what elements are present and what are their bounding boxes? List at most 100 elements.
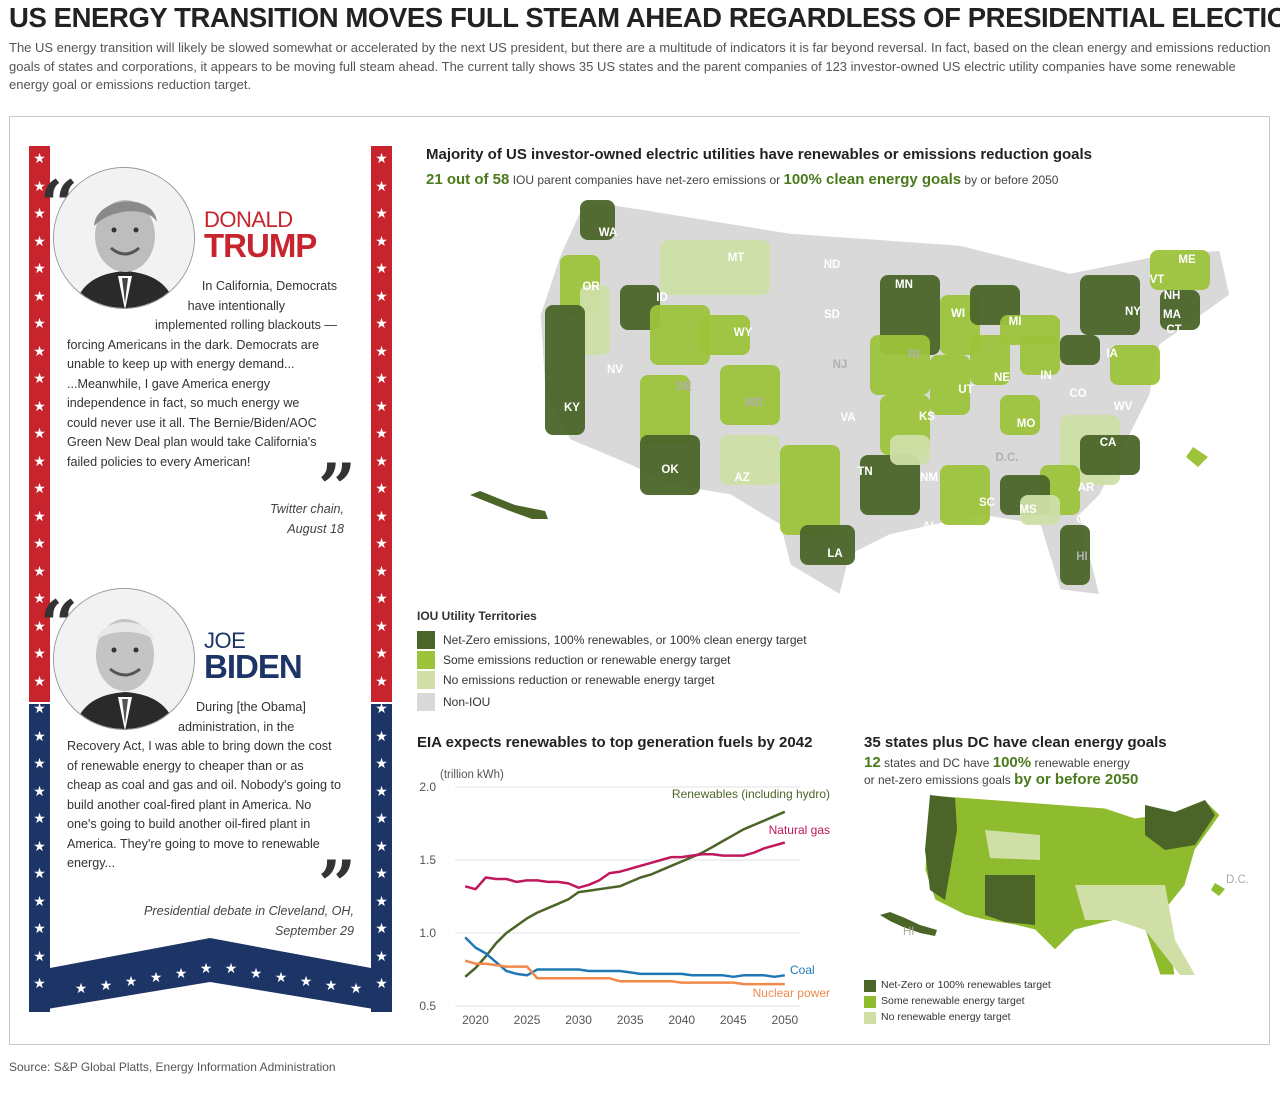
star-icon: ★ — [224, 960, 238, 976]
star-icon: ★ — [375, 480, 388, 496]
star-icon: ★ — [33, 782, 46, 799]
subtitle-emphasis: 100% clean energy goals — [783, 171, 962, 188]
star-icon: ★ — [375, 975, 388, 991]
star-icon: ★ — [375, 892, 388, 909]
state-label: CT — [1166, 324, 1181, 336]
states-panel-subtitle-2: or net-zero emissions goals by or before… — [864, 771, 1138, 788]
state-label: MA — [1163, 309, 1181, 321]
legend-swatch — [417, 671, 435, 689]
flag-banner: ★ ★ ★ ★ ★ ★ ★ ★ ★ ★ ★ ★ ★ ★ ★ ★ ★ ★ ★ ★ ★ ★ ★ ★ ★ ★ ★ ★ ★ ★ ★ ★ ★ ★ ★ ★ ★ ★ ★ ★… — [29, 146, 392, 1012]
quote-line: one's going to build another oil-fired p… — [67, 817, 311, 831]
iou-utility-map: WA MT ND MN ME OR ID SD WI NY VT NH MI MA WY CT RI IA PA NJ… — [460, 195, 1231, 597]
utility-territory-patch — [650, 305, 710, 365]
legend-label: Net-Zero or 100% renewables target — [881, 979, 1051, 991]
net-zero-states-west — [925, 795, 957, 900]
state-label: IA — [1106, 348, 1118, 360]
states-panel-title: 35 states plus DC have clean energy goal… — [864, 734, 1167, 751]
state-label: NJ — [833, 359, 848, 371]
utility-territory-patches — [545, 200, 1210, 585]
state-label: RI — [908, 349, 920, 361]
star-icon: ★ — [375, 397, 388, 414]
no-target-states-southeast — [1075, 885, 1195, 975]
star-icon: ★ — [174, 965, 188, 981]
state-label: WV — [1114, 401, 1133, 413]
biden-portrait — [53, 588, 195, 730]
state-label: UT — [958, 384, 973, 396]
state-label: FL — [460, 195, 467, 198]
star-icon: ★ — [33, 562, 46, 579]
trump-portrait — [53, 167, 195, 309]
star-icon: ★ — [375, 535, 388, 551]
net-zero-states-southwest — [985, 875, 1035, 925]
quote-line: In California, Democrats — [201, 279, 337, 293]
utility-territory-patch — [890, 435, 930, 465]
quote-line: ...Meanwhile, I gave America energy — [67, 376, 271, 391]
series-line — [464, 936, 785, 979]
biden-last-name: BIDEN — [204, 648, 303, 685]
chart-title: EIA expects renewables to top generation… — [417, 734, 813, 751]
subtitle-text: or net-zero emissions goals — [864, 773, 1015, 787]
biden-quote-lines-top: During [the Obama] administration, in th… — [67, 698, 342, 874]
biden-source-line: Presidential debate in Cleveland, OH, — [143, 904, 354, 918]
utility-territory-patch — [1080, 275, 1140, 335]
series-line — [464, 841, 786, 891]
quote-line: failed policies to every American! — [67, 454, 251, 469]
state-label: OH — [1169, 377, 1186, 389]
legend-label: No emissions reduction or renewable ener… — [443, 673, 715, 687]
quote-line: unable to keep up with energy demand... — [67, 357, 295, 371]
state-labels: WA MT ND MN ME OR ID SD WI NY VT NH MI MA WY CT RI IA PA NJ… — [460, 195, 1196, 563]
utility-territory-patch — [640, 435, 700, 495]
star-icon: ★ — [33, 150, 46, 166]
star-icon: ★ — [33, 947, 46, 964]
state-label: MD — [745, 397, 763, 409]
utility-territory-patch — [660, 240, 770, 295]
star-icon: ★ — [33, 370, 46, 386]
utility-territory-patch — [940, 465, 990, 525]
quote-line: implemented rolling blackouts — — [155, 318, 337, 332]
star-icon: ★ — [33, 975, 46, 991]
trump-source-line: August 18 — [287, 521, 344, 536]
state-label: TN — [857, 466, 872, 478]
star-icon: ★ — [74, 980, 88, 996]
star-icon: ★ — [99, 977, 113, 993]
hawaii-shape — [880, 912, 937, 936]
star-icon: ★ — [33, 287, 46, 304]
trump-first-name: DONALD — [204, 207, 293, 232]
state-label: IL — [1174, 389, 1184, 401]
close-quote-icon: ” — [318, 846, 356, 924]
x-tick-label: 2020 — [462, 1013, 489, 1027]
subtitle-emphasis: 21 out of 58 — [426, 171, 510, 188]
banner-tail — [29, 918, 392, 1012]
series-label: Natural gas — [769, 823, 830, 837]
subtitle-text: IOU parent companies have net-zero emiss… — [509, 173, 784, 187]
state-label: MS — [1019, 504, 1037, 516]
star-icon: ★ — [33, 920, 46, 936]
state-label: KY — [564, 402, 580, 414]
infographic-frame — [9, 116, 1270, 1045]
star-icon: ★ — [199, 960, 213, 976]
subtitle-text: by or before 2050 — [961, 173, 1059, 187]
state-label: VA — [840, 412, 855, 424]
trump-quote-lines-top: In California, Democrats have intentiona… — [67, 277, 337, 336]
star-icon: ★ — [375, 590, 388, 606]
star-icon: ★ — [375, 782, 388, 799]
state-label: NY — [1125, 306, 1141, 318]
states-panel-subtitle-1: 12 states and DC have 100% renewable ene… — [864, 754, 1130, 771]
utility-territory-patch — [580, 200, 615, 240]
legend-label: Some emissions reduction or renewable en… — [443, 653, 731, 667]
state-label: DE — [676, 381, 692, 393]
star-icon: ★ — [33, 397, 46, 414]
trump-last-name: TRUMP — [204, 227, 317, 264]
state-label: OR — [582, 281, 600, 293]
star-icon: ★ — [33, 645, 46, 661]
trump-portrait-illustration — [54, 168, 194, 308]
generation-line-chart: 0.5 1.0 1.5 2.0 2020 2025 2030 2035 2040 2045 2050… — [419, 769, 830, 1027]
dc-marker — [1186, 447, 1208, 467]
state-label: TX — [493, 508, 508, 520]
intro-paragraph: The US energy transition will likely be … — [9, 40, 1271, 92]
source-note: Source: S&P Global Platts, Energy Inform… — [9, 1060, 336, 1074]
quote-line: During [the Obama] — [196, 700, 306, 714]
star-icon: ★ — [375, 425, 388, 441]
page-headline: US ENERGY TRANSITION MOVES FULL STEAM AH… — [9, 2, 1280, 33]
legend-swatch — [864, 996, 876, 1008]
